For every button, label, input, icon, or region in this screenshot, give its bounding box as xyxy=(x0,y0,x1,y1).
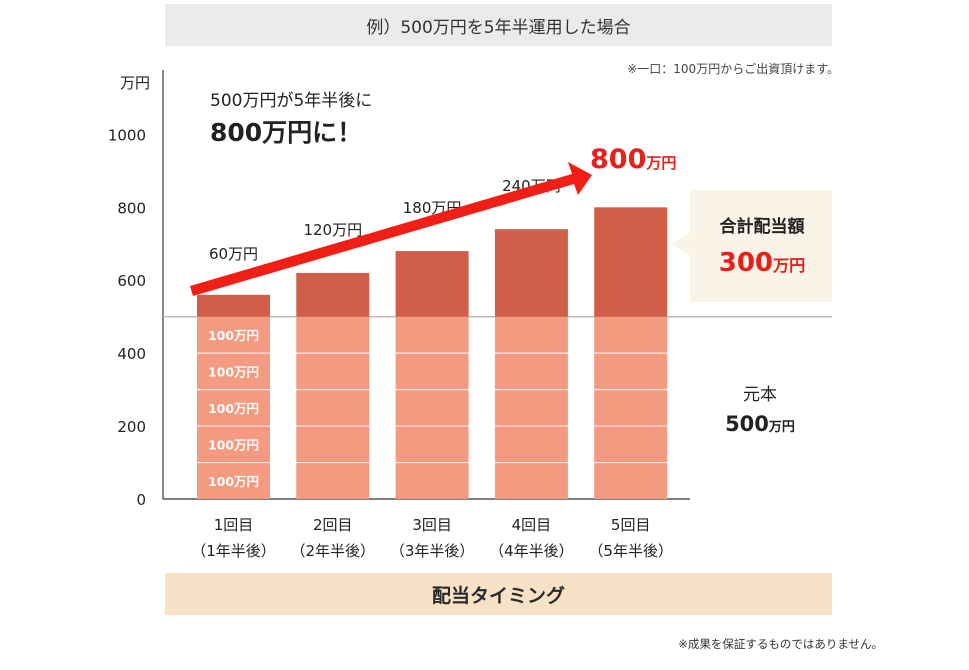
growth-callout: 500万円が5年半後に 800万円に！ xyxy=(210,86,420,149)
total-dividend-value: 300万円 xyxy=(699,248,825,278)
principal-bar xyxy=(296,316,370,499)
dividend-bar xyxy=(494,229,568,317)
principal-label: 元本 xyxy=(743,385,777,405)
x-category-sublabel: （5年半後） xyxy=(588,542,673,560)
x-category-label: 2回目 xyxy=(313,516,353,534)
growth-arrow xyxy=(190,162,690,296)
investment-unit-note: ※一口：100万円からご出資頂けます。 xyxy=(627,62,839,76)
y-tick-label: 600 xyxy=(117,272,146,290)
total-dividend-box xyxy=(690,190,832,302)
total-box-pointer xyxy=(672,232,690,256)
dividend-bar xyxy=(594,207,668,317)
y-tick-label: 400 xyxy=(117,345,146,363)
principal-segment-label: 100万円 xyxy=(208,401,259,416)
x-category-label: 1回目 xyxy=(214,516,254,534)
principal-bar xyxy=(395,316,469,499)
principal-segment-label: 100万円 xyxy=(208,328,259,343)
y-axis-unit: 万円 xyxy=(120,74,150,92)
x-category-label: 4回目 xyxy=(512,516,552,534)
principal-number: 500 xyxy=(725,412,769,436)
principal-bar xyxy=(594,316,668,499)
principal-segment-label: 100万円 xyxy=(208,474,259,489)
principal-segment-label: 100万円 xyxy=(208,437,259,452)
chart-title: 例）500万円を5年半運用した場合 xyxy=(366,17,631,38)
chart-title-bar: 例）500万円を5年半運用した場合 xyxy=(165,4,832,46)
total-dividend-label: 合計配当額 xyxy=(719,217,805,237)
y-tick-label: 800 xyxy=(117,199,146,217)
x-category-sublabel: （3年半後） xyxy=(390,542,475,560)
dividend-bar xyxy=(395,251,469,317)
growth-arrow-shape xyxy=(190,162,592,296)
growth-callout-line1: 500万円が5年半後に xyxy=(210,91,373,111)
dividend-bar xyxy=(197,294,270,317)
dividend-label: 120万円 xyxy=(303,221,362,239)
disclaimer-note: ※成果を保証するものではありません。 xyxy=(678,637,883,651)
y-tick-label: 0 xyxy=(136,491,146,509)
x-category-label: 3回目 xyxy=(412,516,452,534)
total-dividend-unit: 万円 xyxy=(773,256,806,275)
principal-segment-label: 100万円 xyxy=(208,364,259,379)
bars: 100万円 100万円 100万円 100万円 100万円 xyxy=(197,207,668,499)
dividend-bar xyxy=(296,272,370,317)
growth-callout-line2: 800万円に！ xyxy=(210,118,363,147)
total-dividend-number: 300 xyxy=(718,248,774,278)
principal-value: 500万円 xyxy=(700,412,820,436)
dividend-timing-label: 配当タイミング xyxy=(431,584,565,607)
principal-bar xyxy=(197,316,270,499)
dividend-timing-bar: 配当タイミング xyxy=(165,573,832,615)
x-category-sublabel: （4年半後） xyxy=(489,542,574,560)
principal-bar xyxy=(494,316,568,499)
principal-unit: 万円 xyxy=(768,420,795,435)
y-tick-label: 200 xyxy=(117,418,146,436)
x-category-sublabel: （2年半後） xyxy=(291,542,376,560)
y-tick-label: 1000 xyxy=(108,126,146,144)
x-category-label: 5回目 xyxy=(611,516,651,534)
final-value-label: 800万円 xyxy=(590,144,676,175)
x-category-sublabel: （1年半後） xyxy=(191,542,276,560)
bar-labels: 1回目（1年半後）60万円2回目（2年半後）120万円3回目（3年半後）180万… xyxy=(191,144,676,560)
dividend-label: 60万円 xyxy=(209,245,258,263)
